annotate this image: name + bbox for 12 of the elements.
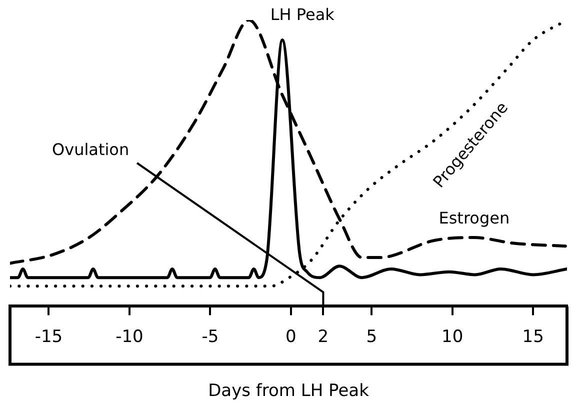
x-tick-label: 2	[318, 326, 329, 347]
x-tick-label: 5	[366, 326, 378, 347]
x-tick-label: -5	[202, 326, 219, 347]
annotation: Ovulation	[52, 140, 130, 159]
x-axis-title: Days from LH Peak	[208, 381, 370, 402]
x-tick-label: -10	[116, 326, 144, 347]
series-label: Estrogen	[438, 208, 510, 228]
annotation: LH Peak	[270, 5, 336, 24]
x-tick-label: 0	[286, 326, 296, 347]
x-tick-label: 10	[442, 326, 464, 347]
x-tick-label: 15	[522, 326, 544, 347]
x-tick-label: -15	[34, 326, 63, 347]
